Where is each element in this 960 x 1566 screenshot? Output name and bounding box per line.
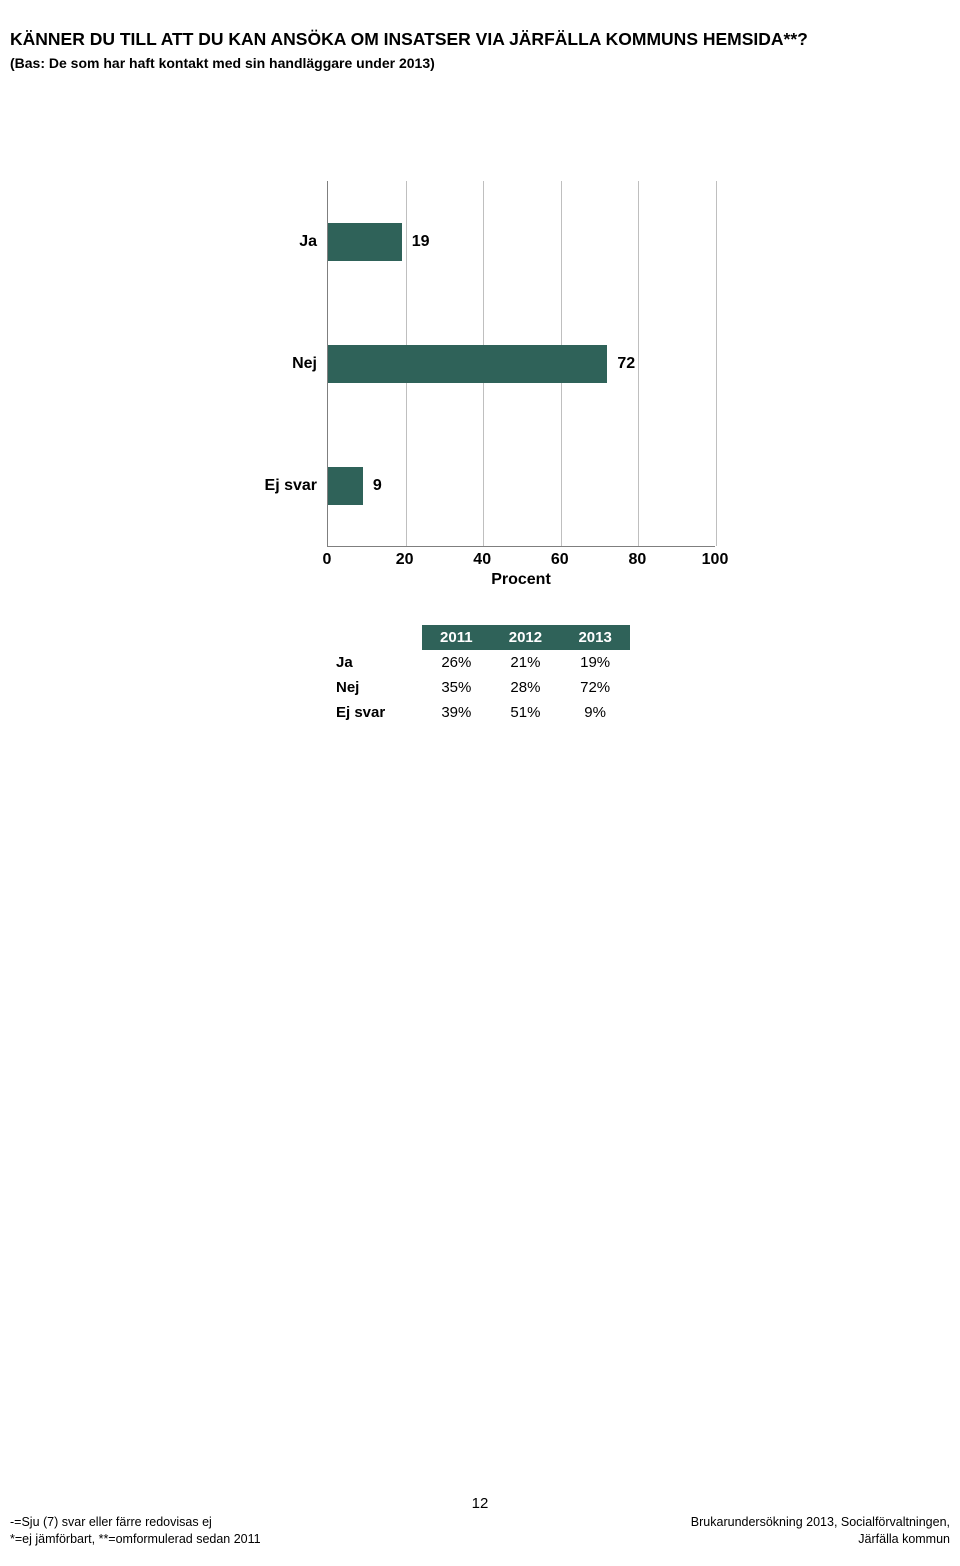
data-table: 201120122013Ja26%21%19%Nej35%28%72%Ej sv… — [330, 625, 630, 725]
chart-x-tick: 100 — [702, 551, 729, 569]
table-header-cell — [330, 625, 422, 650]
chart-x-tick: 20 — [396, 551, 414, 569]
chart-bar-slot: 19 — [328, 223, 430, 261]
table-cell: 51% — [491, 700, 561, 725]
chart-x-ticks: 020406080100 — [327, 547, 715, 569]
table-row: Nej35%28%72% — [330, 675, 630, 700]
chart-plot-area: 19 72 9 — [327, 181, 715, 547]
chart-bar — [328, 223, 402, 261]
table-row-label: Ej svar — [330, 700, 422, 725]
table-header-cell: 2011 — [422, 625, 491, 650]
chart-gridline — [716, 181, 717, 546]
table-cell: 35% — [422, 675, 491, 700]
chart-bar — [328, 345, 607, 383]
ylabel-nej: Nej — [245, 303, 327, 425]
chart-bar-slot: 72 — [328, 345, 635, 383]
chart-bar-value: 19 — [412, 233, 430, 251]
page-number: 12 — [0, 1495, 960, 1512]
chart-x-tick: 40 — [473, 551, 491, 569]
table-cell: 39% — [422, 700, 491, 725]
chart-bar-slot: 9 — [328, 467, 382, 505]
table-cell: 26% — [422, 650, 491, 675]
footer: -=Sju (7) svar eller färre redovisas ej … — [10, 1514, 950, 1548]
table-cell: 28% — [491, 675, 561, 700]
footer-left: -=Sju (7) svar eller färre redovisas ej … — [10, 1514, 261, 1548]
table-row: Ej svar39%51%9% — [330, 700, 630, 725]
footer-left-line2: *=ej jämförbart, **=omformulerad sedan 2… — [10, 1531, 261, 1548]
table-row-label: Nej — [330, 675, 422, 700]
table-row-label: Ja — [330, 650, 422, 675]
table-cell: 9% — [560, 700, 630, 725]
chart-x-label: Procent — [327, 571, 715, 589]
chart-bar-value: 72 — [617, 355, 635, 373]
chart-bar — [328, 467, 363, 505]
table-row: Ja26%21%19% — [330, 650, 630, 675]
page-title: KÄNNER DU TILL ATT DU KAN ANSÖKA OM INSA… — [10, 28, 950, 51]
table-header-cell: 2012 — [491, 625, 561, 650]
chart-x-tick: 80 — [628, 551, 646, 569]
chart-x-tick: 0 — [323, 551, 332, 569]
chart-y-labels: Ja Nej Ej svar — [245, 181, 327, 547]
ylabel-ejsvar: Ej svar — [245, 425, 327, 547]
footer-right-line2: Järfälla kommun — [691, 1531, 950, 1548]
table-header-cell: 2013 — [560, 625, 630, 650]
chart-x-tick: 60 — [551, 551, 569, 569]
footer-right-line1: Brukarundersökning 2013, Socialförvaltni… — [691, 1514, 950, 1531]
chart-bar-value: 9 — [373, 477, 382, 495]
table-cell: 72% — [560, 675, 630, 700]
footer-left-line1: -=Sju (7) svar eller färre redovisas ej — [10, 1514, 261, 1531]
footer-right: Brukarundersökning 2013, Socialförvaltni… — [691, 1514, 950, 1548]
table-cell: 21% — [491, 650, 561, 675]
chart-gridline — [638, 181, 639, 546]
page-subtitle: (Bas: De som har haft kontakt med sin ha… — [10, 55, 950, 71]
bar-chart: Ja Nej Ej svar 19729 020406080100 Procen… — [245, 181, 715, 589]
table-cell: 19% — [560, 650, 630, 675]
header: KÄNNER DU TILL ATT DU KAN ANSÖKA OM INSA… — [0, 0, 960, 71]
ylabel-ja: Ja — [245, 181, 327, 303]
